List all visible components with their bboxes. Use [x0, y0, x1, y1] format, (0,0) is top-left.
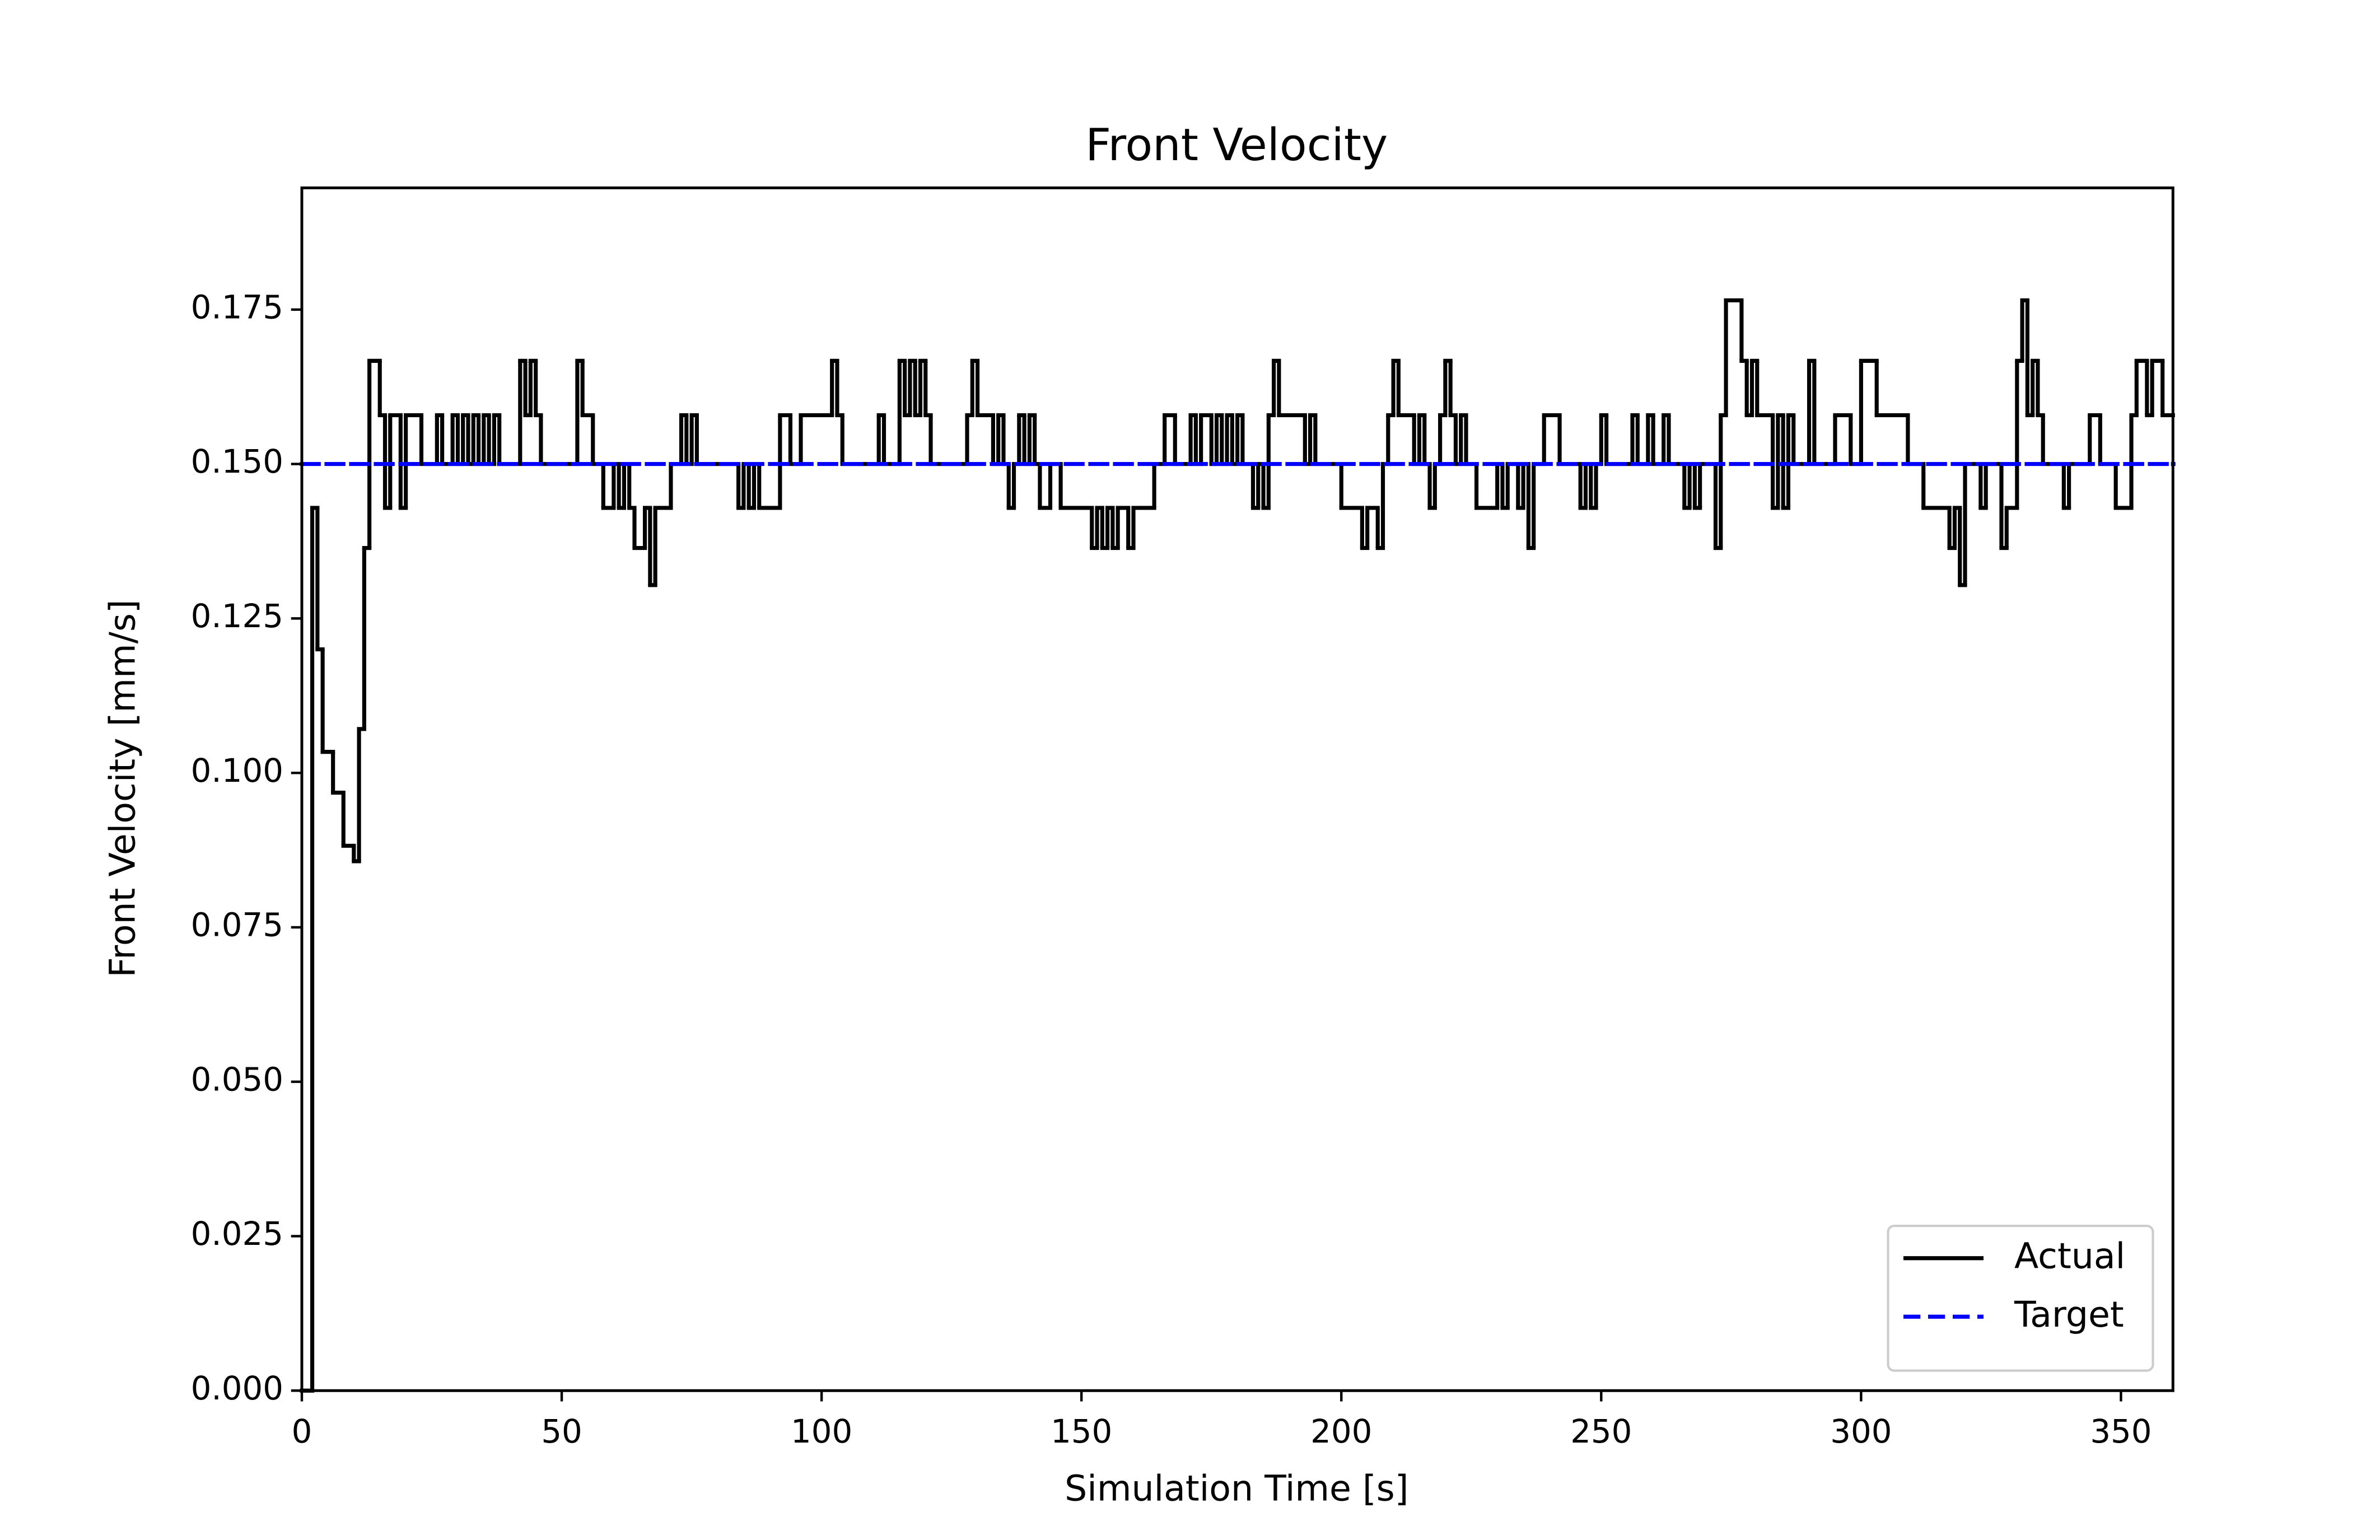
x-tick-label: 150 — [1051, 1412, 1112, 1450]
y-axis-label: Front Velocity [mm/s] — [101, 599, 143, 977]
y-tick-label: 0.050 — [191, 1060, 283, 1098]
y-tick-label: 0.125 — [191, 597, 283, 635]
legend-box — [1887, 1224, 2154, 1372]
legend-label: Target — [2014, 1294, 2124, 1335]
x-tick-label: 300 — [1830, 1412, 1892, 1450]
x-tick-label: 100 — [791, 1412, 852, 1450]
x-axis-label: Simulation Time [s] — [1065, 1468, 1408, 1509]
y-tick-label: 0.175 — [191, 288, 283, 326]
y-tick-label: 0.025 — [191, 1215, 283, 1253]
y-tick-label: 0.000 — [191, 1369, 283, 1407]
x-tick-label: 0 — [292, 1412, 312, 1450]
chart-title: Front Velocity — [1085, 119, 1388, 171]
legend-label: Actual — [2014, 1235, 2125, 1276]
y-tick-label: 0.100 — [191, 752, 283, 790]
x-tick-label: 200 — [1310, 1412, 1372, 1450]
y-tick-label: 0.075 — [191, 906, 283, 944]
y-tick-label: 0.150 — [191, 442, 283, 480]
legend: Actual Target — [1887, 1224, 2154, 1372]
plot-area — [300, 298, 2175, 1393]
x-tick-label: 350 — [2090, 1412, 2152, 1450]
x-tick-label: 50 — [541, 1412, 582, 1450]
axes-frame — [300, 186, 2174, 1392]
x-tick-label: 250 — [1570, 1412, 1632, 1450]
